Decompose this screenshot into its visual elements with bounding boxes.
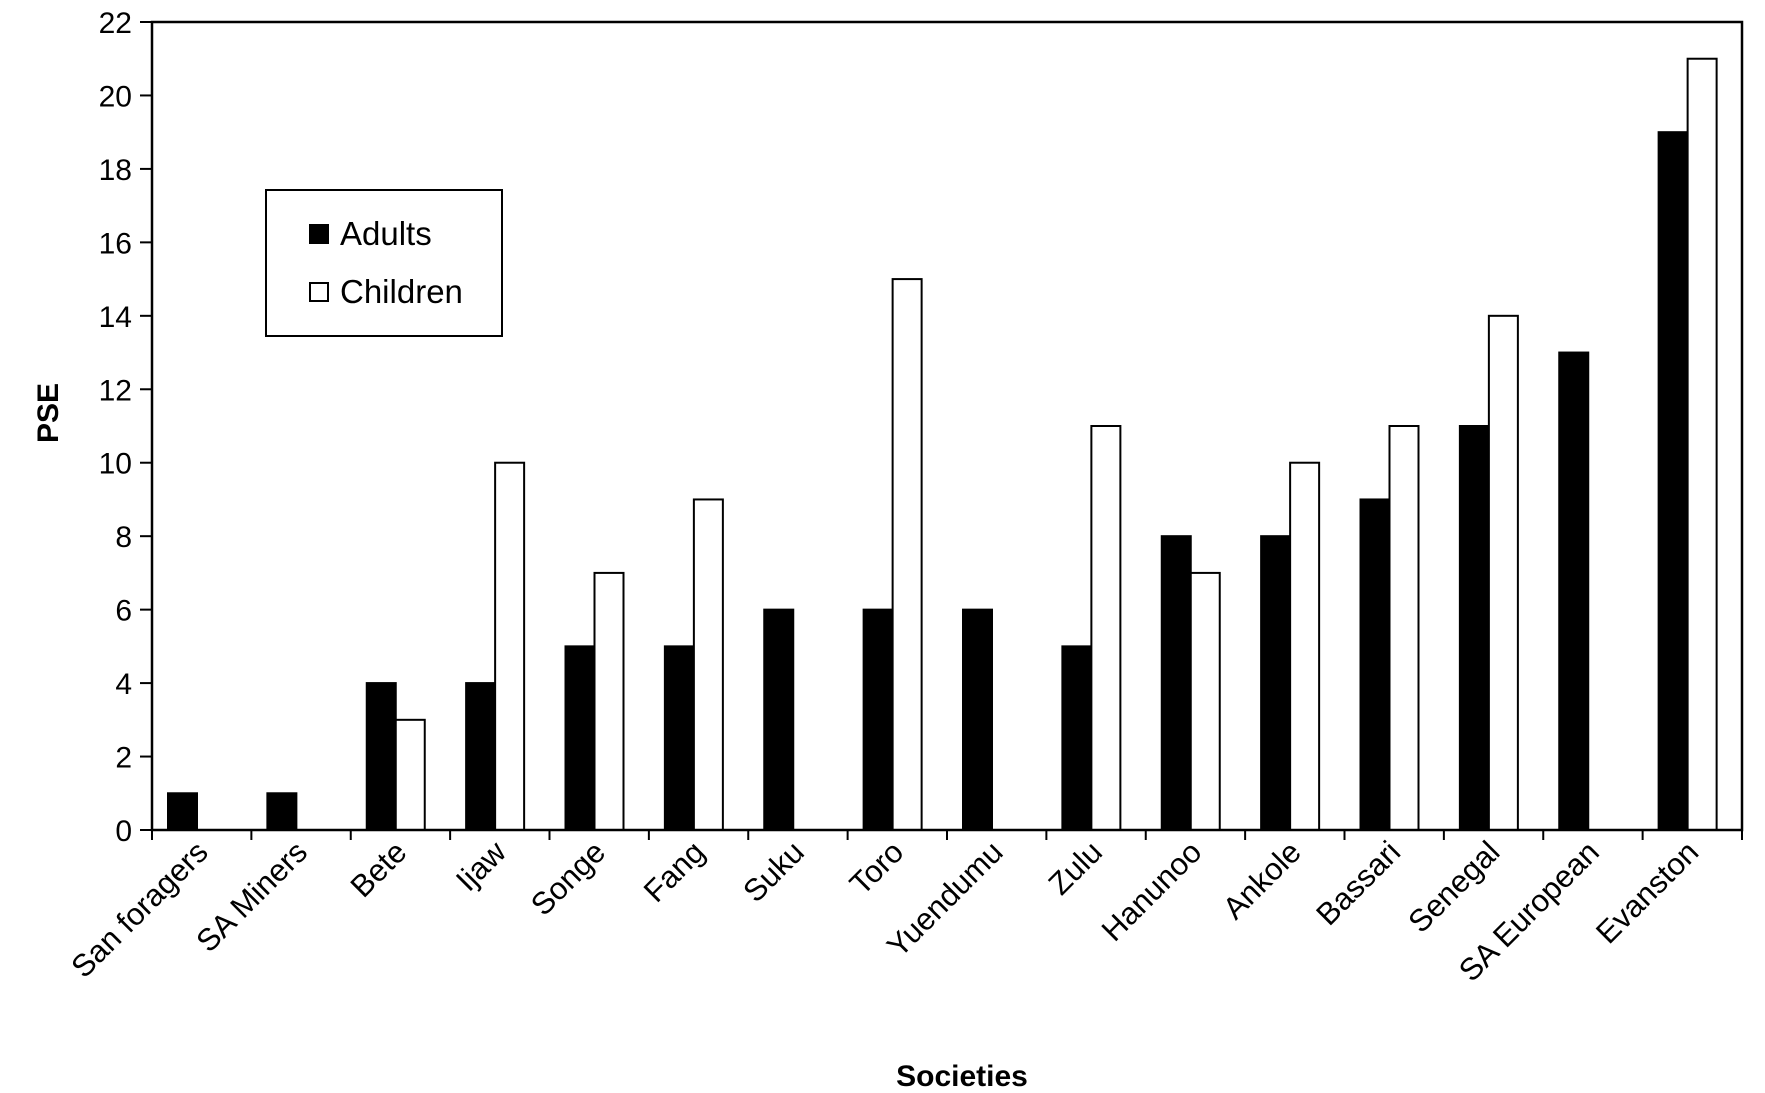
bar-adults-san-foragers [167, 792, 198, 831]
bar-adults-sa-miners [266, 792, 298, 831]
x-tick-label: Evanston [1589, 834, 1705, 950]
bar-adults-bassari [1359, 498, 1391, 831]
y-tick-label: 2 [115, 742, 132, 775]
y-tick-label: 4 [115, 668, 132, 701]
x-tick-label: Bete [344, 834, 414, 904]
y-tick-label: 0 [115, 815, 132, 848]
y-tick-label: 12 [99, 374, 132, 407]
bar-adults-evanston [1657, 131, 1689, 831]
bar-children-songe [593, 571, 625, 832]
bar-adults-hanunoo [1160, 535, 1192, 831]
bar-children-fang [692, 498, 724, 831]
bar-children-bassari [1388, 425, 1420, 831]
x-tick-label: Fang [637, 834, 712, 909]
y-tick-label: 20 [99, 80, 132, 113]
legend-label-children: Children [340, 273, 463, 310]
legend: Adults Children [265, 189, 503, 337]
bar-children-toro [891, 278, 923, 832]
bar-children-senegal [1487, 314, 1519, 831]
x-tick-label: Ijaw [449, 834, 513, 898]
y-ticks-layer: 0 2 4 6 8 10 12 14 16 18 20 22 [99, 7, 152, 848]
y-tick-label: 6 [115, 595, 132, 628]
x-tick-label: Hanunoo [1095, 834, 1209, 948]
bar-children-ankole [1289, 461, 1321, 831]
x-tick-label: Toro [843, 834, 910, 901]
bar-adults-fang [663, 645, 695, 832]
bar-adults-suku [763, 608, 795, 831]
bar-adults-sa-european [1558, 351, 1590, 831]
x-tick-label: Suku [736, 834, 811, 909]
bar-adults-senegal [1458, 425, 1490, 831]
bar-adults-songe [564, 645, 596, 832]
bar-adults-zulu [1061, 645, 1093, 832]
bar-adults-toro [862, 608, 894, 831]
y-tick-label: 16 [99, 227, 132, 260]
bar-children-ijaw [494, 461, 526, 831]
y-tick-label: 14 [99, 301, 132, 334]
x-tick-label: San foragers [64, 834, 214, 984]
bar-children-hanunoo [1189, 571, 1221, 832]
x-axis-title: Societies [896, 1060, 1028, 1093]
bar-adults-bete [365, 682, 397, 831]
legend-box [265, 189, 503, 337]
y-tick-label: 8 [115, 521, 132, 554]
y-axis-title: PSE [32, 383, 65, 443]
x-tick-label: Ankole [1216, 834, 1308, 926]
bar-children-zulu [1090, 425, 1122, 831]
y-tick-label: 10 [99, 448, 132, 481]
legend-swatch-children [309, 282, 329, 302]
bar-adults-yuendumu [962, 608, 993, 831]
legend-swatch-adults [309, 224, 329, 244]
x-tick-label: Zulu [1042, 834, 1109, 901]
bar-children-evanston [1686, 57, 1718, 831]
bars-layer [167, 57, 1718, 832]
legend-label-adults: Adults [340, 215, 432, 252]
bar-adults-ankole [1260, 535, 1292, 831]
y-tick-label: 22 [99, 7, 132, 40]
bar-adults-ijaw [465, 682, 497, 831]
y-tick-label: 18 [99, 154, 132, 187]
x-tick-label: Bassari [1309, 834, 1407, 932]
x-tick-label: Songe [524, 834, 612, 922]
bar-children-bete [394, 718, 426, 831]
